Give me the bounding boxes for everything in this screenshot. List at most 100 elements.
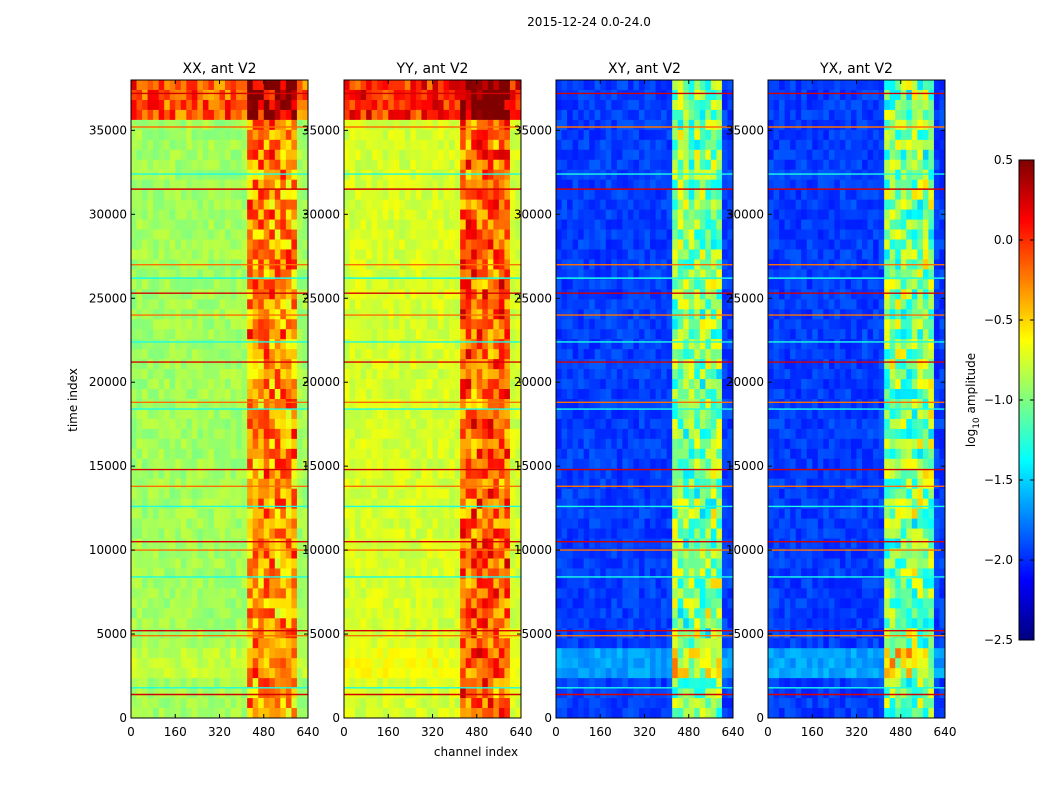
heatmap-cell	[410, 628, 417, 639]
heatmap-cell	[611, 89, 618, 101]
heatmap-cell	[349, 628, 356, 639]
heatmap-cell	[355, 169, 362, 181]
heatmap-cell	[432, 418, 439, 430]
heatmap-cell	[213, 99, 220, 111]
heatmap-cell	[594, 119, 601, 131]
heatmap-cell	[509, 129, 516, 141]
heatmap-cell	[175, 239, 182, 250]
heatmap-cell	[515, 89, 522, 101]
heatmap-cell	[344, 389, 351, 400]
heatmap-cell	[180, 608, 187, 619]
heatmap-cell	[247, 249, 254, 260]
heatmap-cell	[197, 508, 204, 520]
heatmap-cell	[208, 89, 215, 101]
heatmap-cell	[147, 219, 154, 231]
heatmap-cell	[493, 169, 500, 181]
heatmap-cell	[191, 698, 198, 709]
heatmap-cell	[482, 408, 489, 420]
heatmap-cell	[236, 458, 243, 470]
heatmap-cell	[410, 538, 417, 550]
heatmap-cell	[349, 508, 356, 520]
heatmap-cell	[186, 209, 193, 221]
heatmap-cell	[509, 209, 516, 221]
heatmap-cell	[415, 438, 422, 450]
heatmap-cell	[650, 149, 657, 161]
heatmap-cell	[180, 658, 187, 669]
heatmap-cell	[388, 598, 395, 609]
heatmap-cell	[274, 359, 281, 370]
heatmap-cell	[280, 468, 287, 480]
heatmap-cell	[388, 99, 395, 111]
heatmap-cell	[515, 229, 522, 240]
heatmap-cell	[344, 369, 351, 380]
heatmap-cell	[131, 638, 138, 649]
heatmap-cell	[202, 528, 209, 540]
heatmap-cell	[443, 628, 450, 639]
heatmap-cell	[191, 129, 198, 141]
heatmap-cell	[388, 588, 395, 599]
heatmap-cell	[202, 678, 209, 689]
heatmap-cell	[393, 399, 400, 410]
heatmap-cell	[421, 688, 428, 699]
heatmap-cell	[285, 299, 292, 310]
heatmap-cell	[280, 89, 287, 101]
heatmap-cell	[153, 359, 160, 370]
heatmap-cell	[454, 289, 461, 300]
heatmap-cell	[355, 628, 362, 639]
heatmap-cell	[426, 708, 433, 719]
heatmap-cell	[672, 179, 679, 191]
heatmap-cell	[661, 209, 668, 221]
heatmap-cell	[443, 518, 450, 530]
heatmap-cell	[285, 129, 292, 141]
heatmap-cell	[622, 219, 629, 231]
heatmap-cell	[349, 169, 356, 181]
heatmap-cell	[487, 408, 494, 420]
heatmap-cell	[388, 279, 395, 290]
heatmap-cell	[219, 428, 226, 440]
heatmap-cell	[202, 239, 209, 250]
heatmap-cell	[131, 349, 138, 360]
heatmap-cell	[252, 408, 259, 420]
heatmap-cell	[175, 269, 182, 280]
heatmap-cell	[269, 708, 276, 719]
heatmap-cell	[302, 708, 309, 719]
heatmap-cell	[666, 159, 673, 171]
heatmap-cell	[498, 578, 505, 589]
heatmap-cell	[153, 438, 160, 450]
heatmap-cell	[465, 239, 472, 250]
heatmap-cell	[421, 229, 428, 240]
heatmap-cell	[236, 369, 243, 380]
heatmap-cell	[349, 89, 356, 101]
heatmap-cell	[371, 588, 378, 599]
heatmap-cell	[650, 219, 657, 231]
heatmap-cell	[236, 568, 243, 579]
heatmap-cell	[655, 299, 662, 310]
heatmap-cell	[415, 548, 422, 559]
heatmap-cell	[721, 279, 728, 290]
heatmap-cell	[197, 698, 204, 709]
heatmap-cell	[638, 199, 645, 211]
heatmap-cell	[627, 139, 634, 151]
heatmap-cell	[377, 458, 384, 470]
heatmap-cell	[705, 199, 712, 211]
heatmap-cell	[366, 418, 373, 430]
heatmap-cell	[509, 668, 516, 679]
heatmap-cell	[241, 149, 248, 161]
heatmap-cell	[388, 349, 395, 360]
heatmap-cell	[236, 438, 243, 450]
heatmap-cell	[191, 279, 198, 290]
heatmap-cell	[186, 239, 193, 250]
heatmap-cell	[208, 329, 215, 340]
heatmap-cell	[247, 638, 254, 649]
heatmap-cell	[360, 608, 367, 619]
heatmap-cell	[377, 189, 384, 201]
heatmap-cell	[393, 688, 400, 699]
heatmap-cell	[147, 269, 154, 280]
heatmap-cell	[153, 389, 160, 400]
heatmap-cell	[515, 668, 522, 679]
heatmap-cell	[355, 608, 362, 619]
heatmap-cell	[677, 129, 684, 141]
heatmap-cell	[600, 99, 607, 111]
heatmap-cell	[454, 658, 461, 669]
heatmap-cell	[164, 618, 171, 629]
